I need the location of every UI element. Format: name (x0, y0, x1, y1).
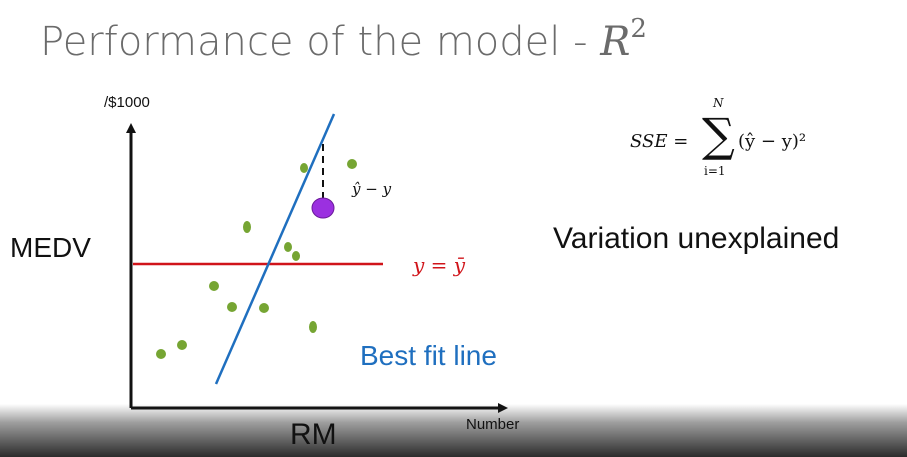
video-bottom-gradient (0, 404, 907, 457)
best-fit-line (214, 113, 336, 385)
formula-lhs: SSE = (630, 131, 689, 152)
point (300, 163, 308, 173)
formula-body: (ŷ − y)² (738, 131, 807, 152)
highlighted-point (311, 197, 335, 219)
point (284, 242, 292, 252)
residual-label: ŷ − y (352, 180, 392, 198)
mean-line-label: y = ȳ (413, 253, 466, 277)
point (243, 221, 251, 233)
point (156, 349, 166, 359)
formula-upper-limit: N (713, 96, 724, 110)
point (292, 251, 300, 261)
slide-title: Performance of the model - R2 (40, 14, 647, 65)
point (309, 321, 317, 333)
title-math-sup: 2 (630, 14, 647, 44)
variation-label: Variation unexplained (553, 222, 840, 255)
title-math: R2 (600, 14, 647, 65)
point (227, 302, 237, 312)
point (259, 303, 269, 313)
title-text: Performance of the model - (40, 19, 601, 65)
sigma-icon: ∑ (702, 108, 735, 162)
formula-lower-limit: i=1 (704, 164, 726, 178)
y-axis-unit: /$1000 (104, 94, 150, 111)
x-axis-label: RM (290, 418, 337, 451)
point (177, 340, 187, 350)
point (347, 159, 357, 169)
x-axis-unit: Number (466, 416, 520, 433)
title-math-r: R (600, 19, 631, 65)
best-fit-label: Best fit line (360, 340, 497, 371)
y-axis-label: MEDV (10, 232, 91, 263)
point (209, 281, 219, 291)
